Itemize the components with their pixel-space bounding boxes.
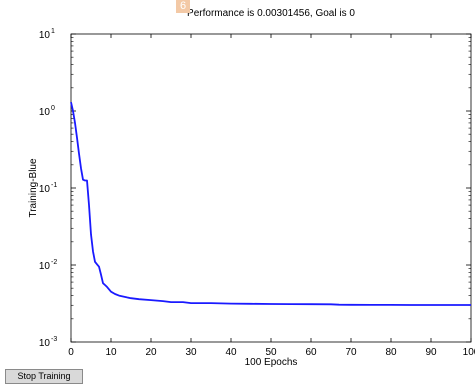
x-tick-label: 20 <box>145 347 157 358</box>
x-tick-label: 30 <box>185 347 197 358</box>
step-badge: 6 <box>176 0 190 13</box>
y-tick-label-exp: -2 <box>51 259 57 266</box>
x-axis-label: 100 Epochs <box>245 357 298 368</box>
y-tick-label-base: 10 <box>39 261 51 272</box>
y-tick-label-base: 10 <box>39 338 51 349</box>
x-tick-label: 40 <box>225 347 237 358</box>
plot-area <box>70 33 472 343</box>
y-tick-label-exp: -1 <box>51 182 57 189</box>
x-tick-label: 0 <box>68 347 74 358</box>
x-tick-label: 50 <box>265 347 277 358</box>
chart-title: Performance is 0.00301456, Goal is 0 <box>187 8 355 19</box>
x-tick-label: 80 <box>385 347 397 358</box>
x-tick-label: 60 <box>305 347 317 358</box>
y-tick-label-exp: 0 <box>51 105 55 112</box>
y-tick-label-exp: -3 <box>51 336 57 343</box>
y-tick-label-exp: 1 <box>51 28 55 35</box>
y-tick-label-base: 10 <box>39 30 51 41</box>
x-axis: 0 10 20 30 40 50 60 70 80 90 100 <box>68 34 475 358</box>
stop-training-button[interactable]: Stop Training <box>5 369 83 384</box>
y-axis-label: Training-Blue <box>28 158 39 218</box>
series-layer <box>70 102 471 306</box>
y-tick-label-base: 10 <box>39 184 51 195</box>
y-tick-label-base: 10 <box>39 107 51 118</box>
x-tick-label: 10 <box>105 347 117 358</box>
x-tick-label: 70 <box>345 347 357 358</box>
x-tick-label: 90 <box>425 347 437 358</box>
training-series-line <box>70 102 471 306</box>
x-tick-label: 100 <box>463 347 475 358</box>
